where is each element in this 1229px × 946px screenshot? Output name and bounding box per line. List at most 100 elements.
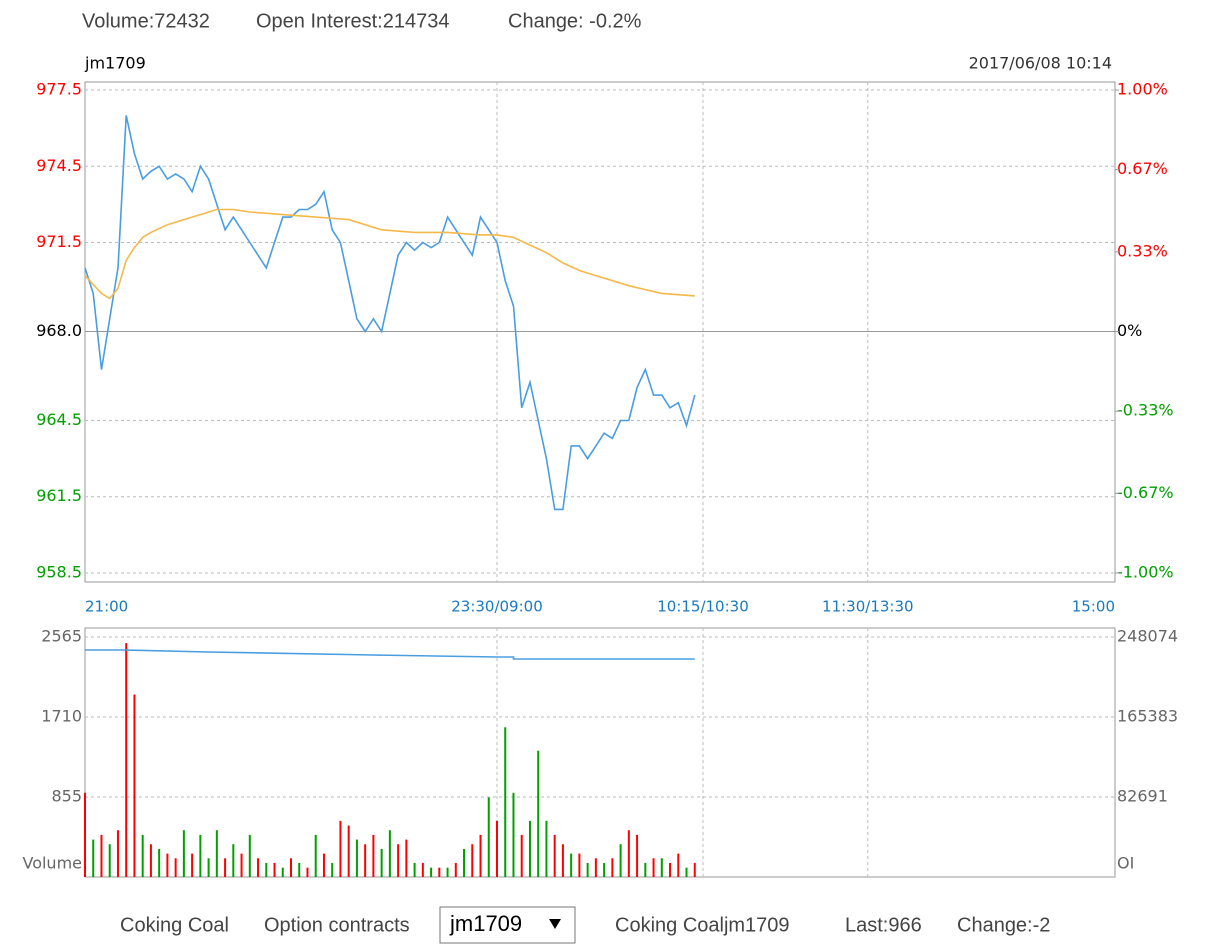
select-value[interactable]: jm1709 <box>449 911 522 936</box>
last-price: Last:966 <box>845 914 922 936</box>
volume-bar <box>627 830 630 877</box>
volume-bar <box>561 844 564 877</box>
volume-bar <box>644 862 647 877</box>
volume-bar <box>496 820 498 877</box>
y2-tick-label: -1.00% <box>1117 563 1174 582</box>
y-tick-label: 968.0 <box>36 321 82 340</box>
volume-bar <box>191 853 194 877</box>
y2-tick-label: 82691 <box>1117 787 1168 806</box>
volume-bar <box>372 834 375 877</box>
plot-frame <box>84 627 1116 878</box>
y-tick-label: 961.5 <box>36 486 82 505</box>
volume-bar <box>347 825 350 877</box>
volume-bar <box>232 844 235 877</box>
product-name: Coking Coal <box>120 914 229 936</box>
y2-tick-label: 0.33% <box>1117 241 1168 260</box>
volume-bar <box>388 830 391 877</box>
volume-bar <box>314 834 317 877</box>
volume-bar <box>454 862 457 877</box>
chart-title: jm1709 <box>84 54 146 73</box>
volume-bar <box>487 797 490 877</box>
contract-select[interactable]: jm1709 <box>439 906 576 944</box>
y2-axis-label: OI <box>1117 854 1134 873</box>
volume-bar <box>306 867 309 877</box>
volume-bar <box>215 830 218 877</box>
volume-bar <box>322 853 325 877</box>
volume-bar <box>586 862 589 877</box>
y2-tick-label: 248074 <box>1117 627 1178 646</box>
volume-bar <box>240 853 243 877</box>
contract-name: Coking Coaljm1709 <box>615 914 790 936</box>
select-box[interactable] <box>439 906 576 944</box>
volume-bar <box>619 844 622 877</box>
volume-bar <box>504 727 507 877</box>
volume-bar <box>364 844 367 877</box>
volume-bar <box>652 858 655 877</box>
volume-bar <box>331 862 334 877</box>
volume-bar <box>273 862 276 877</box>
open-interest-info: Open Interest:214734 <box>256 10 449 32</box>
volume-bar <box>685 867 688 877</box>
volume-bar <box>125 643 128 877</box>
y2-tick-label: -0.33% <box>1117 401 1174 420</box>
y-tick-label: 2565 <box>41 627 82 646</box>
volume-bar <box>199 834 202 877</box>
y-axis-label: Volume <box>22 854 82 873</box>
volume-bar <box>537 750 540 877</box>
series-line <box>84 115 696 511</box>
y2-tick-label: 0.67% <box>1117 159 1168 178</box>
volume-bar <box>174 858 177 877</box>
volume-bar <box>380 848 383 877</box>
volume-bar <box>660 858 663 877</box>
select-arrow[interactable] <box>549 919 561 929</box>
y-tick-label: 964.5 <box>36 410 82 429</box>
volume-bar <box>553 834 556 877</box>
y-tick-label: 971.5 <box>36 232 82 251</box>
change-info: Change: -0.2% <box>508 10 642 32</box>
volume-bar <box>355 839 358 877</box>
volume-bar <box>594 858 597 877</box>
volume-bar <box>133 694 136 877</box>
volume-bar <box>570 853 573 877</box>
volume-bar <box>463 848 466 877</box>
x-tick-label: 10:15/10:30 <box>657 598 749 616</box>
volume-bar <box>397 844 400 877</box>
change-value: Change:-2 <box>957 914 1050 936</box>
volume-bar <box>224 858 227 877</box>
x-tick-label: 11:30/13:30 <box>822 598 914 616</box>
option-label: Option contracts <box>264 914 410 936</box>
volume-bar <box>166 853 169 877</box>
volume-bar <box>182 830 185 877</box>
volume-bar <box>421 862 424 877</box>
volume-bar <box>611 858 614 877</box>
y2-tick-label: 0% <box>1117 321 1142 340</box>
y-tick-label: 958.5 <box>36 563 82 582</box>
volume-bar <box>669 862 672 877</box>
volume-bar <box>430 867 433 877</box>
volume-bar <box>149 844 152 877</box>
volume-bar <box>471 844 474 877</box>
y2-tick-label: 165383 <box>1117 706 1178 725</box>
y-tick-label: 977.5 <box>36 80 82 99</box>
volume-bar <box>636 834 639 877</box>
volume-bar <box>413 862 416 877</box>
y-tick-label: 855 <box>51 787 82 806</box>
volume-bar <box>438 867 441 877</box>
y-tick-label: 1710 <box>41 707 82 726</box>
volume-bar <box>693 862 696 877</box>
volume-bar <box>248 834 251 877</box>
series-line <box>84 208 695 300</box>
y-tick-label: 974.5 <box>36 156 82 175</box>
volume-bar <box>158 848 161 877</box>
volume-bar <box>339 820 342 877</box>
volume-bar <box>603 862 606 877</box>
volume-info: Volume:72432 <box>82 10 210 32</box>
volume-bar <box>520 834 523 877</box>
volume-bar <box>578 853 581 877</box>
x-tick-label: 15:00 <box>1072 598 1115 616</box>
x-tick-label: 21:00 <box>85 598 128 616</box>
volume-bar <box>116 830 119 877</box>
volume-bar <box>257 858 260 877</box>
volume-bar <box>141 834 144 877</box>
